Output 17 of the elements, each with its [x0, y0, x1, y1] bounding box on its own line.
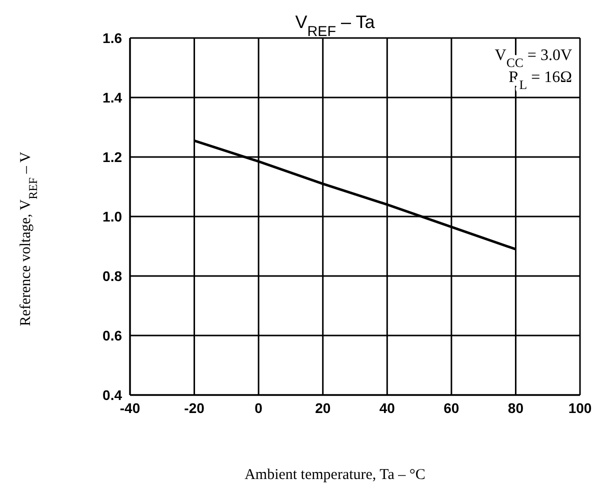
y-tick-label: 1.2	[102, 148, 122, 165]
y-tick-label: 1.6	[102, 30, 122, 46]
y-tick-label: 1.0	[102, 208, 122, 224]
x-tick-label: 80	[508, 400, 524, 416]
x-tick-label: 20	[315, 400, 331, 416]
y-tick-label: 0.6	[102, 327, 122, 344]
x-tick-label: 100	[568, 400, 592, 416]
x-tick-label: -20	[184, 400, 205, 416]
x-tick-label: -40	[120, 400, 140, 416]
y-tick-label: 0.4	[102, 386, 122, 403]
x-tick-label: 60	[444, 400, 460, 416]
y-tick-label: 0.8	[102, 268, 122, 284]
x-tick-label: 40	[379, 400, 396, 416]
chart-title: V$_{REF}$ – Ta	[295, 12, 376, 40]
x-tick-label: 0	[254, 400, 263, 416]
x-axis-title: Ambient temperature, Ta – °C	[244, 467, 426, 483]
y-tick-label: 1.4	[102, 89, 122, 106]
